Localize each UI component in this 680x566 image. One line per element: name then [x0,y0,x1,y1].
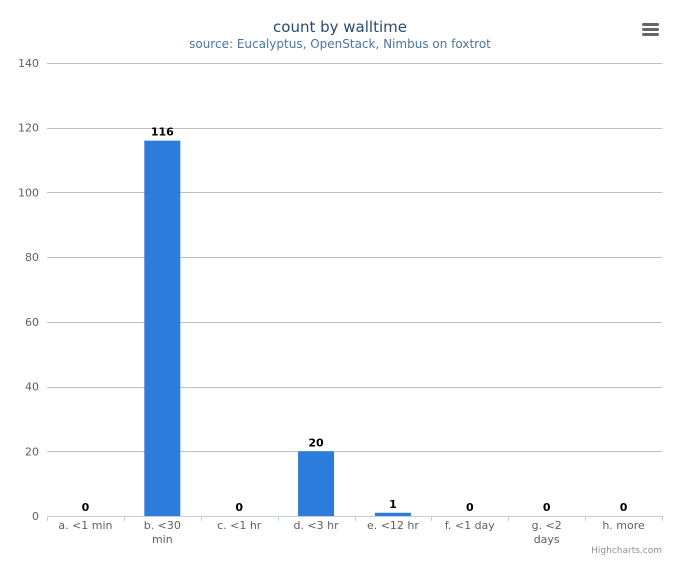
chart-subtitle: source: Eucalyptus, OpenStack, Nimbus on… [189,37,491,51]
y-tick-label: 100 [18,186,39,199]
y-tick-label: 40 [25,381,39,394]
hamburger-menu-icon[interactable] [638,18,664,40]
x-tick-label: d. <3 hr [293,519,339,532]
data-label: 0 [235,501,243,514]
y-tick-label: 120 [18,122,39,135]
y-tick-label: 20 [25,445,39,458]
y-tick-label: 140 [18,57,39,70]
x-axis [47,516,663,521]
data-label: 1 [389,498,397,511]
data-label: 20 [308,436,324,449]
credits-link[interactable]: Highcharts.com [591,546,662,556]
data-label: 0 [620,501,628,514]
x-axis-ticks: a. <1 min b. <30 min c. <1 hr d. <3 hr e. <12… [58,519,645,546]
x-tick-label-line: a. <1 min [58,519,112,532]
x-tick-label: a. <1 min [58,519,112,532]
x-tick-label-line: b. <30 [144,519,181,532]
grid-lines [47,63,662,452]
x-tick-label-line: days [534,533,560,546]
x-tick-label-line: c. <1 hr [217,519,262,532]
x-tick-label: e. <12 hr [367,519,419,532]
x-tick-label-line: d. <3 hr [293,519,339,532]
bar[interactable] [298,451,335,516]
y-tick-label: 0 [32,510,39,523]
x-tick-label: c. <1 hr [217,519,262,532]
x-tick-label: b. <30 min [144,519,181,546]
x-tick-label: h. more [602,519,645,532]
x-tick-label: g. <2 days [532,519,562,546]
x-tick-label-line: h. more [602,519,645,532]
x-tick-label-line: f. <1 day [445,519,496,532]
x-tick-label: f. <1 day [445,519,496,532]
data-label: 0 [466,501,474,514]
y-tick-label: 80 [25,251,39,264]
data-label: 0 [543,501,551,514]
bar[interactable] [374,512,411,516]
y-axis-ticks: 0 20 40 60 80 100 120 140 [18,57,39,523]
y-tick-label: 60 [25,316,39,329]
data-label: 116 [151,126,174,139]
x-tick-label-line: min [152,533,173,546]
bar[interactable] [144,140,181,516]
chart-title: count by walltime [273,18,407,36]
bars [144,140,411,516]
data-label: 0 [82,501,90,514]
x-tick-label-line: g. <2 [532,519,562,532]
x-tick-label-line: e. <12 hr [367,519,419,532]
